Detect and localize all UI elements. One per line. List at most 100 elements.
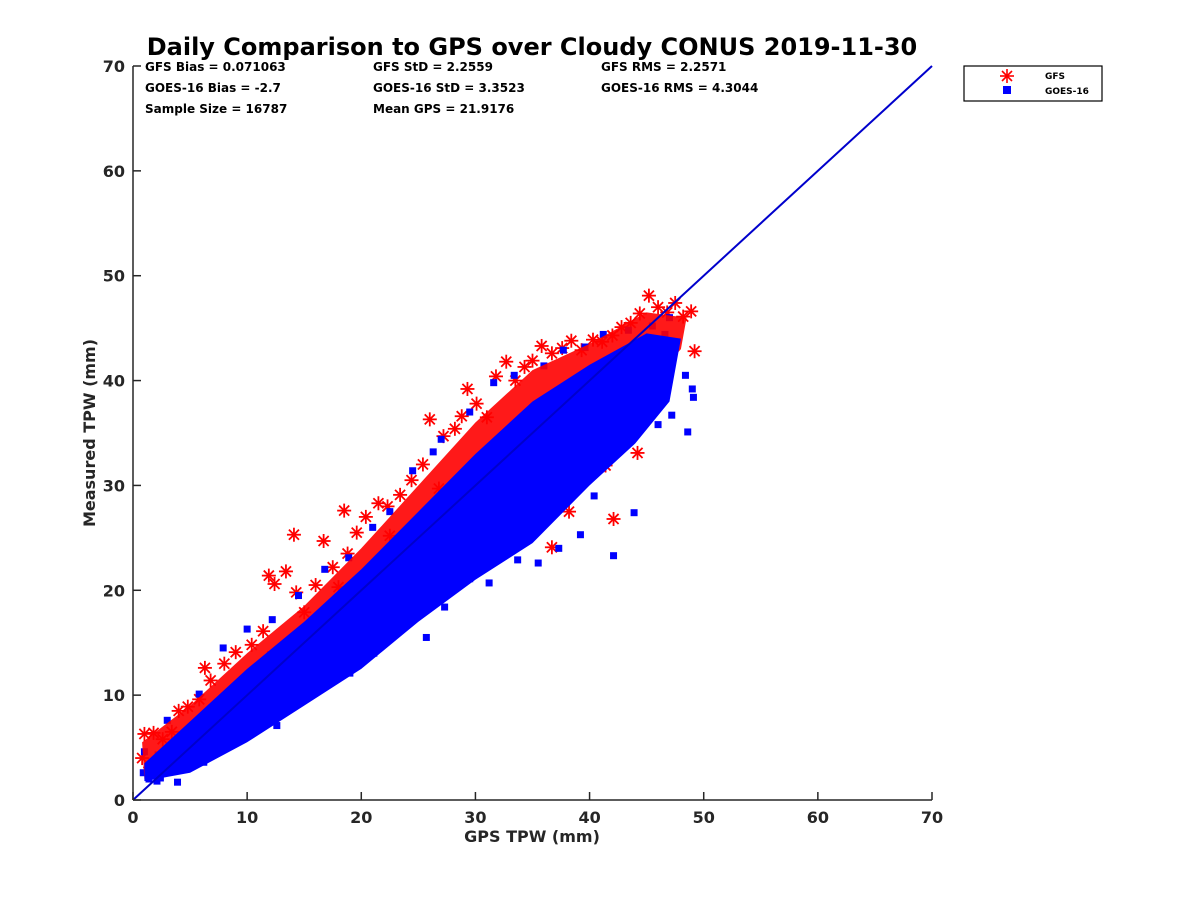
gfs-point bbox=[197, 660, 212, 675]
legend-box bbox=[963, 65, 1103, 102]
x-tick-label: 10 bbox=[236, 808, 258, 827]
goes16-point bbox=[345, 554, 353, 562]
goes16-point bbox=[268, 616, 276, 624]
chart-title: Daily Comparison to GPS over Cloudy CONU… bbox=[147, 33, 918, 61]
goes16-point bbox=[681, 371, 689, 379]
goes16-point bbox=[610, 552, 618, 560]
gfs-point bbox=[316, 534, 331, 549]
goes16-point bbox=[555, 544, 563, 552]
gfs-point bbox=[337, 503, 352, 518]
y-tick-label: 50 bbox=[103, 267, 125, 286]
gfs-point bbox=[422, 412, 437, 427]
stat-gfs-rms: GFS RMS = 2.2571 bbox=[601, 60, 726, 74]
goes16-point bbox=[514, 556, 522, 564]
stat-gfs-std: GFS StD = 2.2559 bbox=[373, 60, 493, 74]
goes16-point bbox=[441, 603, 449, 611]
legend-goes-square-icon bbox=[1003, 86, 1011, 94]
gfs-point bbox=[286, 527, 301, 542]
axes-layer: 0 10 20 30 40 50 60 70 0 10 20 30 40 50 60 70 bbox=[103, 57, 943, 827]
gfs-point bbox=[415, 457, 430, 472]
goes16-point bbox=[510, 371, 518, 379]
stat-gfs-bias: GFS Bias = 0.071063 bbox=[145, 60, 286, 74]
one-to-one-line bbox=[132, 65, 933, 801]
x-tick-label: 60 bbox=[807, 808, 829, 827]
x-tick-label: 20 bbox=[350, 808, 372, 827]
gfs-point bbox=[606, 511, 621, 526]
gfs-point bbox=[684, 304, 699, 319]
stat-goes-std: GOES-16 StD = 3.3523 bbox=[373, 81, 525, 95]
reference-line-layer bbox=[132, 65, 933, 801]
gfs-point bbox=[358, 509, 373, 524]
x-tick-label: 70 bbox=[921, 808, 943, 827]
goes16-point bbox=[321, 565, 329, 573]
x-tick-label: 40 bbox=[578, 808, 600, 827]
goes16-point bbox=[689, 393, 697, 401]
y-tick-label: 0 bbox=[114, 791, 125, 810]
gfs-point bbox=[217, 656, 232, 671]
stat-sample-size: Sample Size = 16787 bbox=[145, 102, 287, 116]
gfs-point bbox=[460, 381, 475, 396]
gfs-point bbox=[687, 344, 702, 359]
goes16-point bbox=[243, 625, 251, 633]
goes16-point bbox=[668, 411, 676, 419]
gfs-point bbox=[525, 353, 540, 368]
legend-label-gfs: GFS bbox=[1045, 72, 1065, 82]
gfs-point bbox=[454, 409, 469, 424]
gfs-point bbox=[564, 333, 579, 348]
x-tick-label: 0 bbox=[127, 808, 138, 827]
gfs-point bbox=[137, 726, 152, 741]
gfs-point bbox=[544, 346, 559, 361]
gfs-point bbox=[641, 288, 656, 303]
gfs-point bbox=[517, 359, 532, 374]
goes16-point bbox=[386, 508, 394, 516]
goes16-point bbox=[559, 346, 567, 354]
goes16-point bbox=[466, 408, 474, 416]
goes16-point bbox=[163, 716, 171, 724]
gfs-point bbox=[393, 487, 408, 502]
legend-gfs-asterisk-icon bbox=[1000, 69, 1014, 83]
x-tick-label: 50 bbox=[693, 808, 715, 827]
gfs-point bbox=[404, 473, 419, 488]
gfs-point bbox=[562, 504, 577, 519]
goes16-point bbox=[534, 559, 542, 567]
y-tick-label: 70 bbox=[103, 57, 125, 76]
goes16-point bbox=[630, 509, 638, 517]
y-tick-label: 10 bbox=[103, 686, 125, 705]
goes16-point bbox=[195, 690, 203, 698]
x-tick-label: 30 bbox=[464, 808, 486, 827]
legend-label-goes: GOES-16 bbox=[1045, 87, 1089, 97]
stat-mean-gps: Mean GPS = 21.9176 bbox=[373, 102, 514, 116]
gfs-point bbox=[499, 354, 514, 369]
goes16-point bbox=[599, 330, 607, 338]
goes16-point bbox=[139, 769, 147, 777]
goes16-point bbox=[490, 379, 498, 387]
gfs-point bbox=[469, 396, 484, 411]
y-tick-label: 40 bbox=[103, 372, 125, 391]
goes16-point bbox=[295, 592, 303, 600]
goes16-point bbox=[174, 778, 182, 786]
y-axis-label: Measured TPW (mm) bbox=[80, 339, 99, 527]
goes16-point bbox=[437, 435, 445, 443]
goes16-point bbox=[409, 467, 417, 475]
goes16-point bbox=[485, 579, 493, 587]
y-tick-label: 60 bbox=[103, 162, 125, 181]
gfs-point bbox=[447, 421, 462, 436]
goes16-point bbox=[590, 492, 598, 500]
stat-goes-rms: GOES-16 RMS = 4.3044 bbox=[601, 81, 758, 95]
gfs-point bbox=[630, 445, 645, 460]
goes16-point bbox=[422, 633, 430, 641]
x-axis-label: GPS TPW (mm) bbox=[464, 827, 600, 846]
gfs-point bbox=[534, 338, 549, 353]
gfs-point bbox=[308, 578, 323, 593]
goes16-point bbox=[153, 777, 161, 785]
legend: GFS GOES-16 bbox=[963, 65, 1103, 102]
goes16-point bbox=[429, 448, 437, 456]
goes16-point bbox=[684, 428, 692, 436]
goes16-point bbox=[688, 385, 696, 393]
goes16-point bbox=[654, 421, 662, 429]
series-layer bbox=[135, 288, 702, 786]
gfs-point bbox=[278, 564, 293, 579]
goes16-point bbox=[369, 523, 377, 531]
y-tick-label: 20 bbox=[103, 581, 125, 600]
